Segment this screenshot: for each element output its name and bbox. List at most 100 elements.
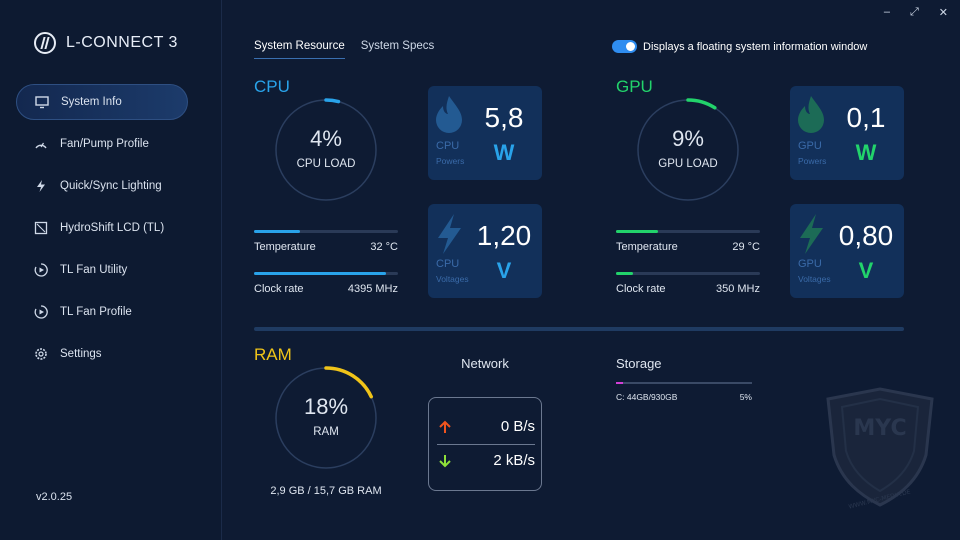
app-version: v2.0.25: [36, 491, 73, 503]
tab-system-resource[interactable]: System Resource: [254, 40, 345, 59]
gpu-clock-value: 350 MHz: [715, 283, 760, 295]
app-name: L-CONNECT 3: [66, 34, 178, 51]
gpu-clock-label: Clock rate: [616, 283, 666, 295]
cpu-load-readout: 4% CPU LOAD: [274, 126, 378, 170]
tab-system-specs[interactable]: System Specs: [360, 40, 435, 52]
storage-title: Storage: [616, 356, 662, 371]
cpu-load-ring: [275, 98, 377, 201]
cpu-power-value: 5,8: [484, 102, 524, 133]
network-download-value: 2 kB/s: [493, 452, 535, 469]
lightning-icon: [438, 214, 461, 254]
gpu-load-percent: 9%: [672, 126, 704, 151]
gpu-load-label: GPU LOAD: [658, 158, 718, 170]
storage-drive-label: C: 44GB/930GB: [616, 392, 678, 402]
ram-load-readout: 18% RAM: [274, 394, 378, 438]
cpu-voltage-unit: V: [496, 258, 512, 283]
sidebar-item-label: Settings: [60, 348, 102, 360]
gpu-voltage-sublabel: Voltages: [798, 274, 831, 284]
cpu-clock-value: 4395 MHz: [347, 283, 398, 295]
fan-profile-icon: [34, 305, 48, 319]
gpu-temperature: Temperature 29 °C: [616, 230, 760, 253]
network-separator: [437, 444, 535, 445]
lianli-logo-icon: [34, 32, 56, 54]
sidebar-item-settings[interactable]: Settings: [16, 336, 188, 372]
network-upload-value: 0 B/s: [500, 418, 535, 435]
gpu-voltage-unit: V: [858, 258, 874, 283]
floating-window-label: Displays a floating system information w…: [643, 40, 868, 53]
gpu-load-ring: [637, 98, 739, 201]
gpu-voltage-label: GPU: [798, 258, 822, 270]
sidebar-item-system-info[interactable]: System Info: [16, 84, 188, 120]
download-arrow-icon: [439, 454, 451, 467]
gpu-voltage-card: 0,80 V GPU Voltages: [790, 204, 904, 298]
ram-usage-caption: 2,9 GB / 15,7 GB RAM: [270, 485, 382, 497]
flame-icon: [798, 96, 824, 133]
cpu-voltage-value: 1,20: [476, 220, 532, 251]
sidebar-item-hydroshift-lcd[interactable]: HydroShift LCD (TL): [16, 210, 188, 246]
gpu-clock-bar: [616, 272, 634, 275]
app-logo: L-CONNECT 3: [34, 32, 178, 54]
section-divider: [254, 327, 904, 331]
cpu-load-percent: 4%: [310, 126, 342, 151]
sidebar-item-label: HydroShift LCD (TL): [60, 222, 165, 234]
sidebar-item-quick-sync-lighting[interactable]: Quick/Sync Lighting: [16, 168, 188, 204]
gpu-load-arc: [686, 98, 717, 110]
maximize-button[interactable]: ⤢: [909, 6, 919, 18]
cpu-temperature-bar: [254, 230, 301, 233]
ram-load-ring: [275, 366, 377, 469]
sidebar-item-label: TL Fan Profile: [60, 306, 132, 318]
storage-drive-percent: 5%: [739, 392, 752, 402]
sidebar-item-fan-pump-profile[interactable]: Fan/Pump Profile: [16, 126, 188, 162]
ram-load-arc: [324, 366, 373, 399]
lightning-icon: [34, 179, 48, 193]
gear-icon: [34, 347, 48, 361]
sidebar-item-label: Quick/Sync Lighting: [60, 180, 162, 192]
cpu-temperature: Temperature 32 °C: [254, 230, 398, 253]
floating-window-toggle[interactable]: [612, 40, 637, 53]
cpu-voltage-card: 1,20 V CPU Voltages: [428, 204, 542, 298]
cpu-temperature-label: Temperature: [254, 241, 316, 253]
myc-watermark-logo: MYC WWW.MYC-MEDIA.DE: [826, 387, 934, 509]
window-controls: – ⤢ ✕: [884, 6, 948, 19]
cpu-clock-bar: [254, 272, 387, 275]
lightning-icon: [800, 214, 823, 254]
storage-drive-c: C: 44GB/930GB 5%: [616, 382, 752, 402]
cpu-load-label: CPU LOAD: [296, 158, 356, 170]
gpu-power-card: 0,1 W GPU Powers: [790, 86, 904, 180]
gpu-power-value: 0,1: [846, 102, 886, 133]
cpu-clock-label: Clock rate: [254, 283, 304, 295]
flame-icon: [436, 96, 462, 133]
cpu-power-unit: W: [493, 140, 515, 165]
cpu-power-sublabel: Powers: [436, 156, 465, 166]
gpu-voltage-value: 0,80: [838, 220, 894, 251]
ram-load-percent: 18%: [303, 394, 349, 419]
tab-bar: System Resource System Specs: [254, 40, 434, 59]
gpu-title: GPU: [616, 77, 653, 96]
minimize-button[interactable]: –: [883, 6, 890, 18]
gpu-temperature-label: Temperature: [616, 241, 678, 253]
cpu-voltage-label: CPU: [436, 258, 460, 270]
sidebar-item-label: TL Fan Utility: [60, 264, 128, 276]
gpu-clock: Clock rate 350 MHz: [616, 272, 760, 295]
upload-arrow-icon: [439, 420, 451, 433]
gpu-temperature-value: 29 °C: [732, 241, 760, 253]
fan-utility-icon: [34, 263, 48, 277]
close-button[interactable]: ✕: [938, 7, 948, 19]
sidebar-item-tl-fan-utility[interactable]: TL Fan Utility: [16, 252, 188, 288]
watermark-text: MYC: [853, 416, 906, 441]
gpu-power-label: GPU: [798, 140, 822, 152]
sidebar-nav: System Info Fan/Pump Profile Quick/Sync …: [16, 84, 188, 378]
cpu-power-label: CPU: [436, 140, 460, 152]
sidebar: L-CONNECT 3 System Info Fan/Pump Profile…: [0, 0, 222, 540]
ram-title: RAM: [254, 345, 292, 364]
cpu-title: CPU: [254, 77, 290, 96]
floating-window-setting: Displays a floating system information w…: [612, 40, 867, 53]
lcd-icon: [34, 221, 48, 235]
cpu-voltage-sublabel: Voltages: [436, 274, 469, 284]
ram-load-label: RAM: [313, 426, 339, 438]
gauge-icon: [34, 137, 48, 151]
cpu-temperature-value: 32 °C: [370, 241, 398, 253]
network-download-row: 2 kB/s: [437, 452, 535, 469]
sidebar-item-tl-fan-profile[interactable]: TL Fan Profile: [16, 294, 188, 330]
gpu-load-readout: 9% GPU LOAD: [636, 126, 740, 170]
